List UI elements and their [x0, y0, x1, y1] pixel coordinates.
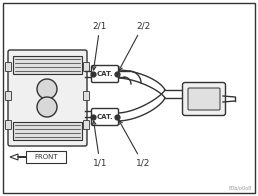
Text: CAT.: CAT. [97, 114, 113, 120]
Text: 1/2: 1/2 [119, 121, 150, 168]
Text: FRONT: FRONT [34, 154, 58, 160]
Text: 2/2: 2/2 [119, 21, 150, 70]
Bar [26, 151, 66, 163]
FancyBboxPatch shape [182, 83, 225, 115]
FancyBboxPatch shape [84, 121, 90, 130]
FancyBboxPatch shape [188, 88, 220, 110]
Text: 80b/o0o8: 80b/o0o8 [229, 186, 252, 191]
Text: CAT.: CAT. [97, 71, 113, 77]
FancyBboxPatch shape [8, 50, 87, 146]
FancyBboxPatch shape [92, 109, 118, 125]
Circle shape [37, 97, 57, 117]
Text: 2/1: 2/1 [92, 21, 107, 70]
Text: 1/1: 1/1 [92, 121, 107, 168]
Polygon shape [10, 154, 26, 160]
Circle shape [37, 79, 57, 99]
FancyBboxPatch shape [84, 92, 90, 101]
Bar [13, 56, 82, 74]
FancyBboxPatch shape [5, 92, 12, 101]
FancyBboxPatch shape [5, 121, 12, 130]
Bar [13, 122, 82, 140]
FancyBboxPatch shape [5, 63, 12, 72]
FancyBboxPatch shape [92, 65, 118, 83]
FancyBboxPatch shape [84, 63, 90, 72]
